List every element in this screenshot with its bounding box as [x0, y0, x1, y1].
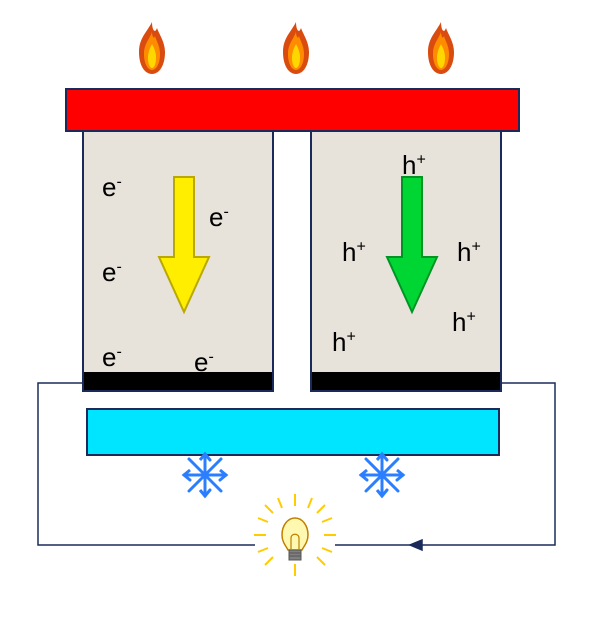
hole-label: h+	[457, 237, 481, 268]
current-direction-arrow	[410, 540, 422, 550]
electron-label: e-	[102, 172, 122, 203]
lightbulb-icon	[250, 490, 340, 580]
hole-label: h+	[452, 307, 476, 338]
flame-icon	[416, 20, 466, 80]
hole-label: h+	[342, 237, 366, 268]
n-type-leg: e- e- e- e- e-	[82, 132, 274, 392]
electron-label: e-	[102, 257, 122, 288]
snowflake-icon	[357, 450, 407, 500]
cold-bar	[86, 408, 500, 456]
hot-side-flames	[0, 20, 593, 80]
cold-contact-left	[84, 372, 272, 390]
hot-contact-bar	[65, 88, 520, 132]
flame-icon	[127, 20, 177, 80]
cold-contact-right	[312, 372, 500, 390]
hole-label: h+	[332, 327, 356, 358]
snowflake-icon	[180, 450, 230, 500]
p-type-leg: h+ h+ h+ h+ h+	[310, 132, 502, 392]
flame-icon	[271, 20, 321, 80]
electron-flow-arrow	[154, 172, 214, 322]
electron-label: e-	[102, 342, 122, 373]
hole-flow-arrow	[382, 172, 442, 322]
